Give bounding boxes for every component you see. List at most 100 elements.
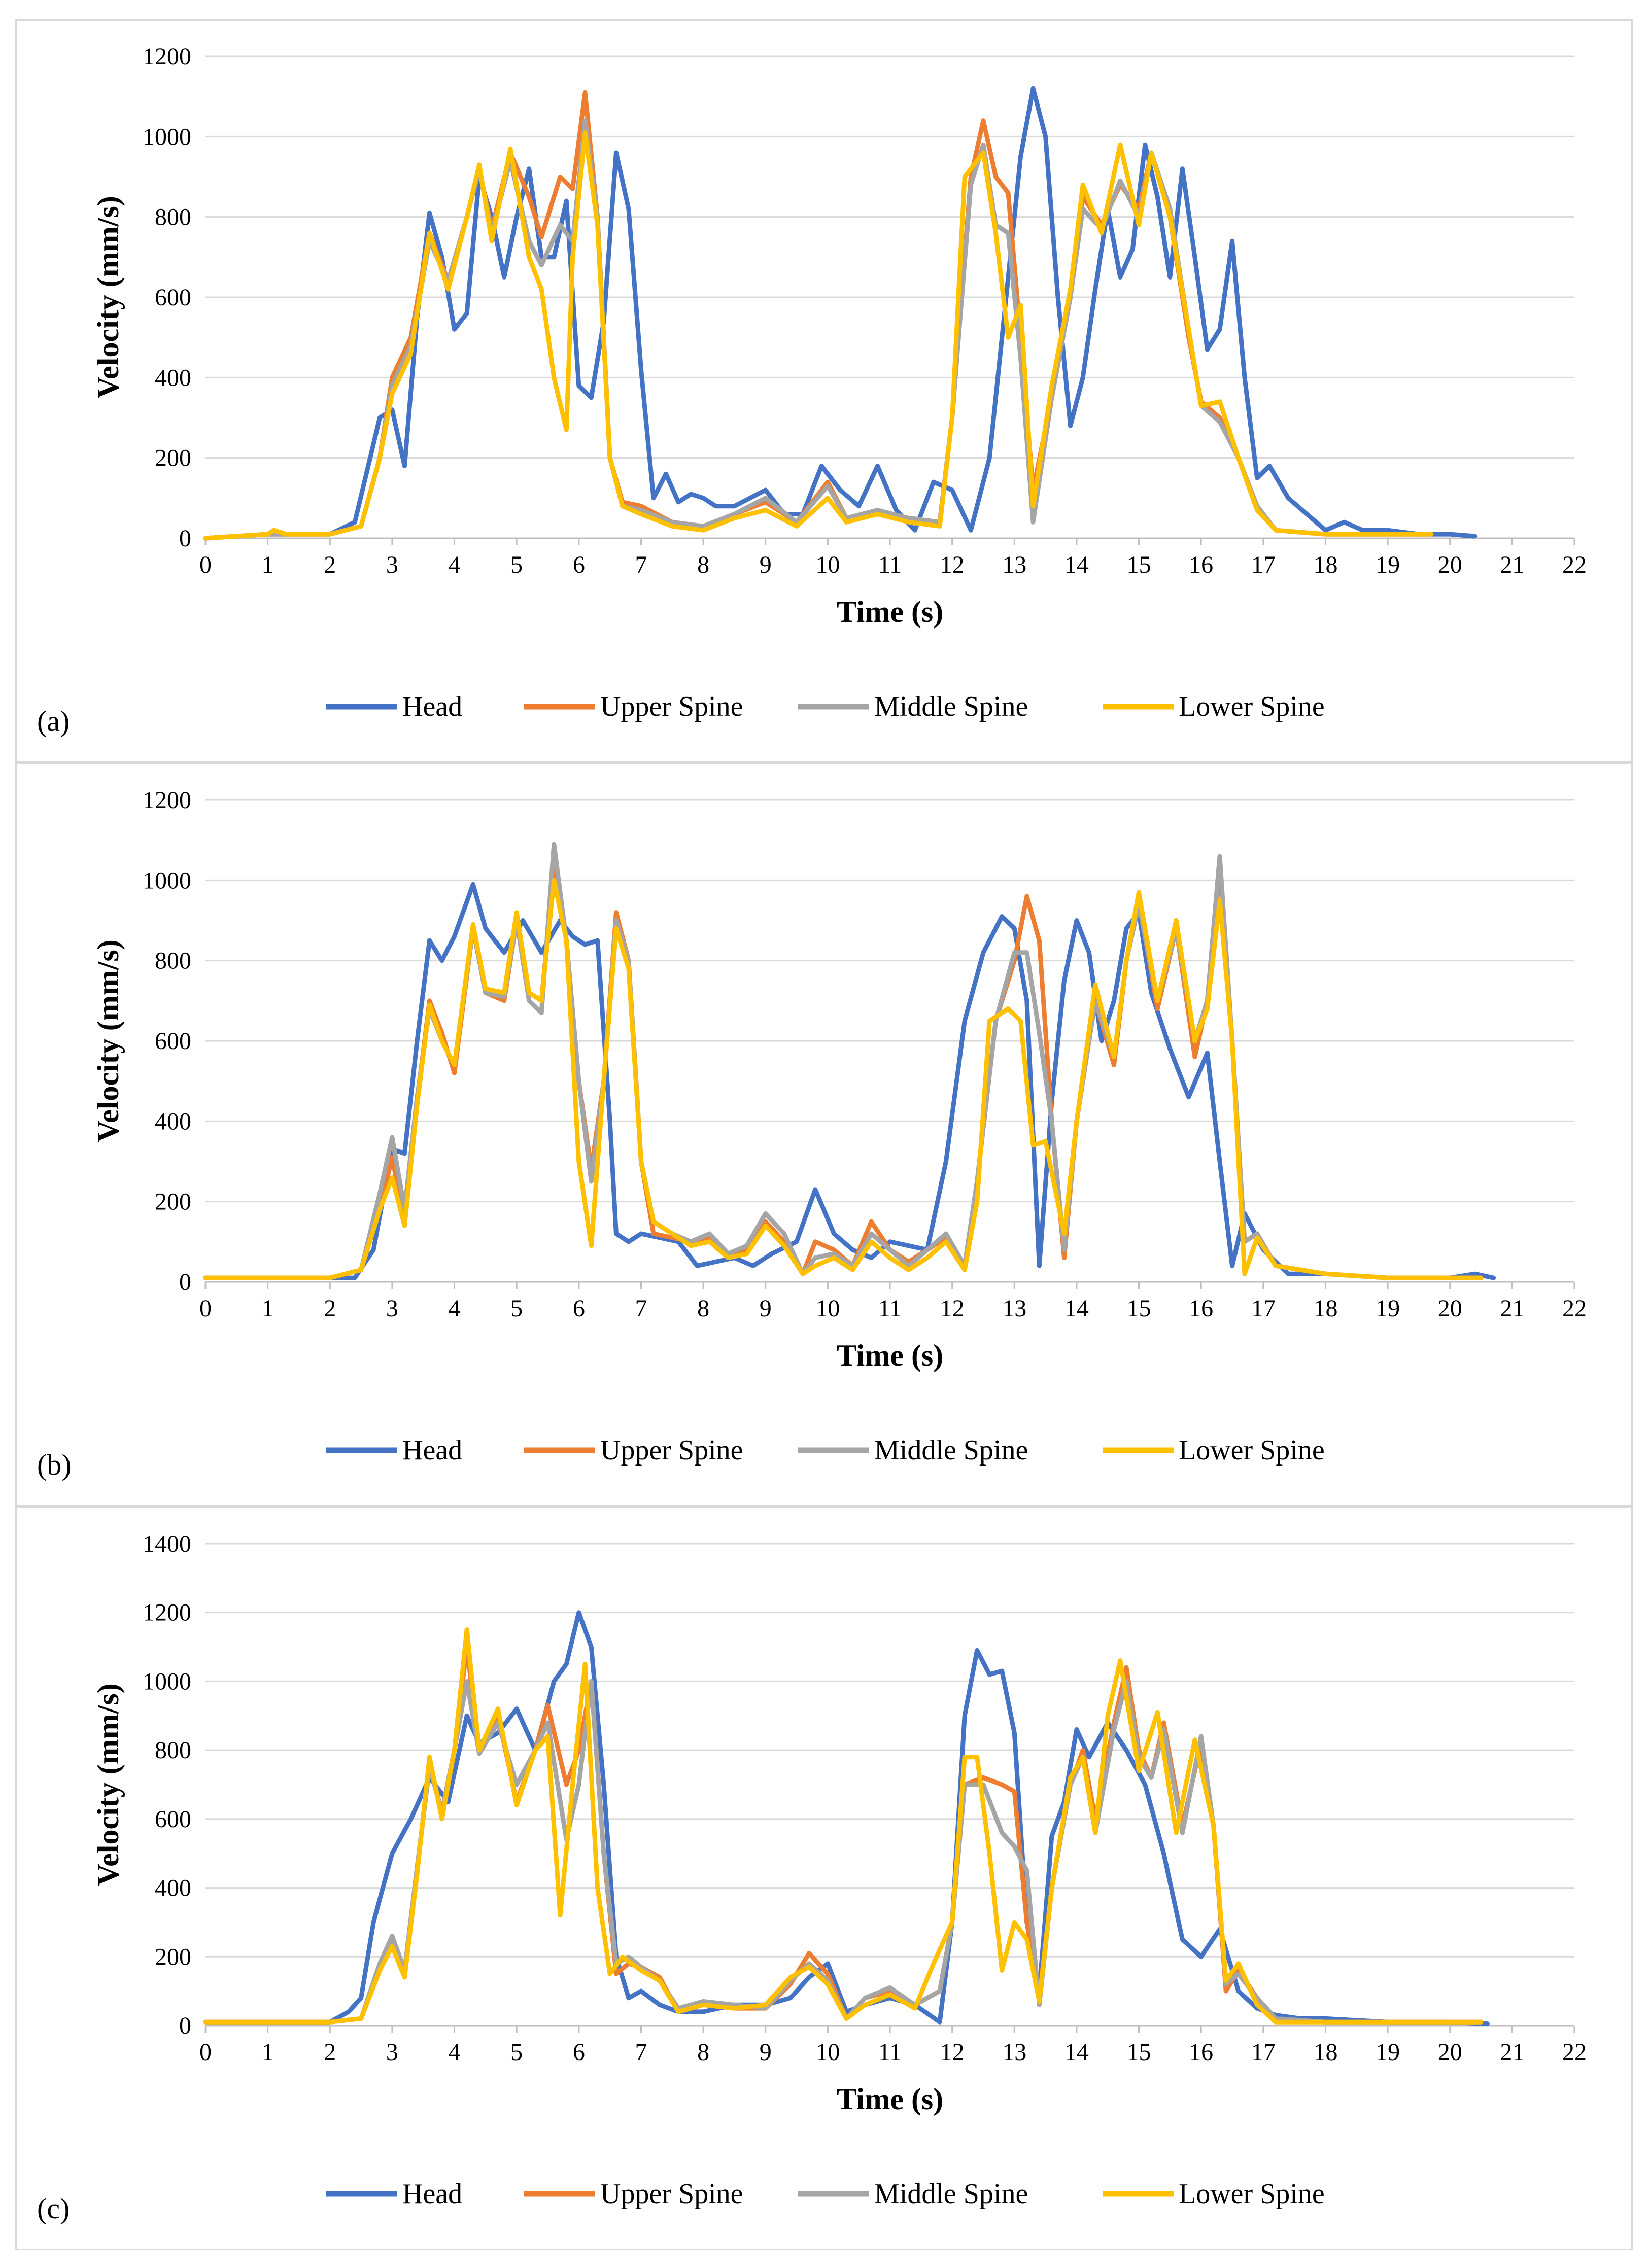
legend-label-middle-spine: Middle Spine [874,691,1028,722]
x-tick-label: 18 [1313,2039,1337,2066]
x-tick-label: 1 [262,2039,274,2066]
x-tick-label: 1 [262,551,274,578]
x-tick-label: 5 [510,551,523,578]
y-tick-label: 200 [155,1943,191,1970]
panel-label: (c) [37,2192,70,2225]
y-tick-label: 400 [155,364,191,391]
x-tick-label: 13 [1002,551,1026,578]
y-tick-label: 0 [179,1269,191,1296]
x-tick-label: 14 [1064,1295,1089,1322]
x-tick-label: 19 [1376,551,1400,578]
y-tick-label: 600 [155,1028,191,1055]
legend-label-lower-spine: Lower Spine [1179,2178,1325,2210]
y-tick-label: 200 [155,1189,191,1215]
y-tick-label: 1200 [143,43,191,70]
x-tick-label: 7 [635,551,647,578]
y-tick-label: 600 [155,284,191,311]
x-tick-label: 6 [573,551,585,578]
x-tick-label: 4 [449,551,461,578]
x-tick-label: 17 [1251,2039,1276,2066]
x-tick-label: 13 [1002,1295,1026,1322]
x-tick-label: 8 [697,2039,709,2066]
y-tick-label: 1200 [143,787,191,814]
x-tick-label: 9 [760,551,772,578]
x-tick-label: 17 [1251,1295,1276,1322]
chart-panel-c: 0 200 400 600 800 1000 1200 1400 0 1 2 3 4 5 6 7 8 9 10 11 1… [15,1507,1633,2250]
x-tick-label: 19 [1376,1295,1400,1322]
x-tick-label: 9 [760,2039,772,2066]
x-tick-label: 7 [635,1295,647,1322]
x-tick-label: 11 [878,2039,902,2066]
x-tick-label: 8 [697,1295,709,1322]
x-tick-label: 18 [1313,1295,1337,1322]
y-tick-label: 0 [179,2012,191,2039]
y-tick-label: 200 [155,445,191,472]
x-axis-title: Time (s) [837,1339,944,1372]
y-tick-label: 1400 [143,1530,191,1557]
y-tick-label: 1000 [143,867,191,894]
series-line-head [203,882,1496,1280]
series-line-middle-spine [203,1679,1484,2025]
x-tick-label: 21 [1500,2039,1524,2066]
y-tick-label: 1000 [143,123,191,150]
chart-panel-a: 0 200 400 600 800 1000 1200 0 1 2 3 4 5 6 7 8 9 10 11 12 13 1… [15,19,1633,763]
x-tick-label: 4 [449,2039,461,2066]
x-tick-label: 14 [1064,2039,1089,2066]
series-line-lower-spine [203,878,1484,1280]
legend-label-head: Head [402,691,462,722]
x-tick-label: 2 [324,2039,336,2066]
x-tick-label: 15 [1127,2039,1151,2066]
series-line-middle-spine [203,842,1484,1280]
x-tick-label: 7 [635,2039,647,2066]
x-tick-label: 11 [878,551,902,578]
x-tick-label: 10 [815,1295,840,1322]
x-tick-label: 5 [510,1295,523,1322]
x-tick-label: 18 [1313,551,1337,578]
x-tick-label: 10 [815,551,840,578]
x-tick-label: 20 [1438,2039,1462,2066]
legend-label-head: Head [402,1435,462,1466]
x-tick-label: 10 [815,2039,840,2066]
x-tick-label: 8 [697,551,709,578]
panel-label: (a) [37,705,70,738]
y-tick-label: 0 [179,525,191,552]
legend-label-lower-spine: Lower Spine [1179,691,1325,722]
x-tick-label: 11 [878,1295,902,1322]
x-tick-label: 21 [1500,551,1524,578]
legend-label-upper-spine: Upper Spine [600,2178,743,2210]
x-tick-label: 6 [573,2039,585,2066]
y-tick-label: 1000 [143,1668,191,1695]
chart-panel-b: 0 200 400 600 800 1000 1200 0 1 2 3 4 5 6 7 8 9 10 11 12 13 1… [15,763,1633,1507]
x-tick-label: 14 [1064,551,1089,578]
x-tick-label: 3 [386,551,398,578]
x-tick-label: 22 [1562,551,1587,578]
series-line-lower-spine [203,130,1434,541]
x-tick-label: 6 [573,1295,585,1322]
x-tick-label: 20 [1438,1295,1462,1322]
x-tick-label: 15 [1127,1295,1151,1322]
y-axis-title: Velocity (mm/s) [91,1683,125,1886]
x-tick-label: 16 [1189,2039,1213,2066]
x-tick-label: 12 [940,551,965,578]
y-axis-title: Velocity (mm/s) [91,939,125,1142]
x-tick-label: 22 [1562,2039,1587,2066]
x-axis-title: Time (s) [837,595,944,629]
x-axis-title: Time (s) [837,2082,944,2116]
legend-label-head: Head [402,2178,462,2210]
x-tick-label: 20 [1438,551,1462,578]
series-line-upper-spine [203,866,1484,1280]
y-tick-label: 1200 [143,1599,191,1626]
y-tick-label: 600 [155,1806,191,1833]
x-tick-label: 0 [199,551,212,578]
y-tick-label: 800 [155,1737,191,1764]
y-tick-label: 400 [155,1875,191,1902]
y-tick-label: 400 [155,1108,191,1135]
x-tick-label: 16 [1189,1295,1213,1322]
panel-label: (b) [37,1448,72,1481]
legend-label-upper-spine: Upper Spine [600,691,743,722]
x-tick-label: 4 [449,1295,461,1322]
x-tick-label: 15 [1127,551,1151,578]
